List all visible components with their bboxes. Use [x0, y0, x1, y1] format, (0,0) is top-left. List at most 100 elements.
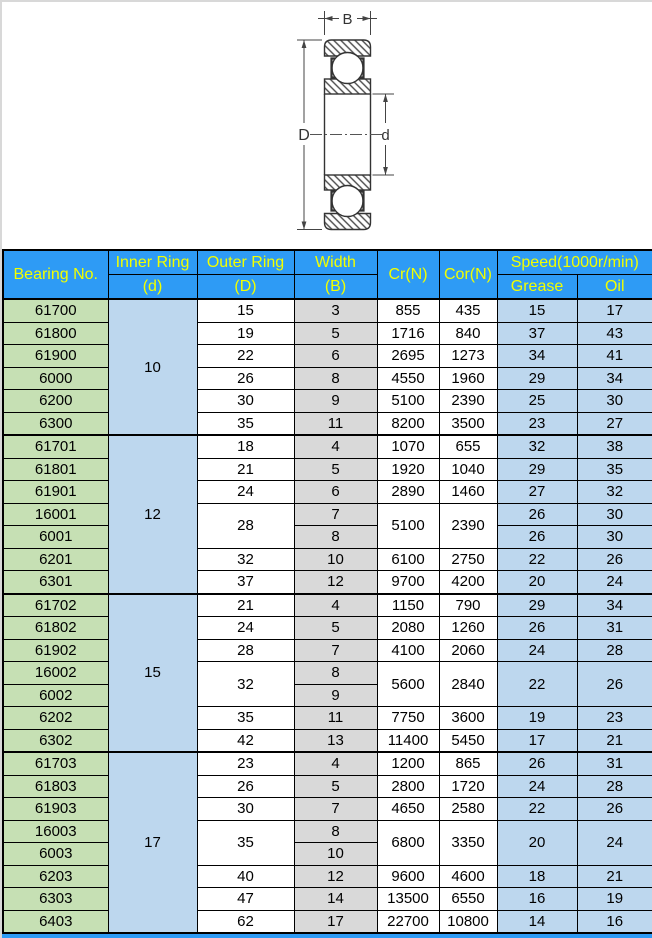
grease-cell: 34 [496, 344, 578, 368]
cr-cell: 1716 [376, 321, 440, 345]
oil-cell: 19 [576, 887, 652, 911]
cor-cell: 4200 [438, 570, 498, 594]
cor-cell: 3350 [438, 819, 498, 866]
oil-cell: 43 [576, 321, 652, 345]
cor-cell: 2390 [438, 389, 498, 413]
bearing-no-cell: 16003 [2, 819, 109, 843]
grease-cell: 37 [496, 321, 578, 345]
table-row: 6302 42 13 11400 5450 17 21 [2, 728, 652, 753]
bearing-no-cell: 6201 [2, 547, 109, 571]
bearing-no-cell: 6200 [2, 389, 109, 413]
D-cell: 62 [196, 909, 295, 934]
B-cell: 9 [293, 683, 378, 707]
D-cell: 15 [196, 298, 295, 323]
header-width: Width [293, 249, 378, 275]
B-cell: 7 [293, 638, 378, 662]
grease-cell: 27 [496, 480, 578, 504]
cr-cell: 2695 [376, 344, 440, 368]
spec-table-body: 61700 10 15 3 855 435 15 17 61800 19 5 1716 840 37 43 6… [2, 298, 652, 934]
bearing-no-cell: 61802 [2, 616, 109, 640]
cr-cell: 855 [376, 298, 440, 323]
oil-cell: 17 [576, 298, 652, 323]
B-cell: 9 [293, 389, 378, 413]
cr-cell: 1070 [376, 434, 440, 459]
oil-cell: 21 [576, 864, 652, 888]
table-row: 6203 40 12 9600 4600 18 21 [2, 864, 652, 888]
bearing-no-cell: 61801 [2, 457, 109, 481]
header-outer-ring: Outer Ring [196, 249, 295, 275]
B-cell: 12 [293, 570, 378, 594]
grease-cell: 20 [496, 570, 578, 594]
cor-cell: 1460 [438, 480, 498, 504]
cr-cell: 6800 [376, 819, 440, 866]
oil-cell: 34 [576, 592, 652, 617]
bearing-no-cell: 61702 [2, 592, 109, 617]
B-cell: 8 [293, 819, 378, 843]
grease-cell: 18 [496, 864, 578, 888]
B-cell: 10 [293, 842, 378, 866]
bearing-no-cell: 61901 [2, 480, 109, 504]
grease-cell: 16 [496, 887, 578, 911]
grease-cell: 24 [496, 774, 578, 798]
bearing-no-cell: 61803 [2, 774, 109, 798]
D-cell: 28 [196, 502, 295, 549]
cr-cell: 4100 [376, 638, 440, 662]
D-cell: 19 [196, 321, 295, 345]
header-cr: Cr(N) [376, 249, 440, 300]
D-cell: 42 [196, 728, 295, 753]
table-row: 16003 35 8 6800 3350 20 24 [2, 819, 652, 866]
grease-cell: 29 [496, 457, 578, 481]
width-dimension-label: B [342, 11, 352, 28]
outer-diameter-dimension-label: D [298, 127, 310, 144]
cr-cell: 2890 [376, 480, 440, 504]
oil-cell: 30 [576, 525, 652, 549]
next-section-header-strip [2, 934, 652, 938]
oil-cell: 31 [576, 616, 652, 640]
B-cell: 11 [293, 706, 378, 730]
B-cell: 5 [293, 321, 378, 345]
B-cell: 3 [293, 298, 378, 323]
cor-cell: 1273 [438, 344, 498, 368]
bore-diameter-dimension-label: d [381, 127, 389, 144]
cr-cell: 6100 [376, 547, 440, 571]
oil-cell: 30 [576, 389, 652, 413]
bearing-no-cell: 6301 [2, 570, 109, 594]
oil-cell: 30 [576, 502, 652, 526]
header-speed: Speed(1000r/min) [496, 249, 652, 275]
grease-cell: 17 [496, 728, 578, 753]
B-cell: 11 [293, 411, 378, 436]
B-cell: 14 [293, 887, 378, 911]
B-cell: 13 [293, 728, 378, 753]
inner-ring-d-cell: 12 [107, 434, 198, 594]
table-row: 61902 28 7 4100 2060 24 28 [2, 638, 652, 662]
cr-cell: 4550 [376, 366, 440, 390]
cr-cell: 7750 [376, 706, 440, 730]
grease-cell: 23 [496, 411, 578, 436]
B-cell: 7 [293, 797, 378, 821]
cr-cell: 5100 [376, 389, 440, 413]
cor-cell: 10800 [438, 909, 498, 934]
header-cor: Cor(N) [438, 249, 498, 300]
cr-cell: 2080 [376, 616, 440, 640]
B-cell: 12 [293, 864, 378, 888]
table-row: 61900 22 6 2695 1273 34 41 [2, 344, 652, 368]
header-grease: Grease [496, 274, 578, 300]
bearing-no-cell: 6302 [2, 728, 109, 753]
grease-cell: 24 [496, 638, 578, 662]
cr-cell: 1150 [376, 592, 440, 617]
D-cell: 26 [196, 366, 295, 390]
D-cell: 18 [196, 434, 295, 459]
inner-ring-d-cell: 17 [107, 751, 198, 934]
cor-cell: 2060 [438, 638, 498, 662]
cor-cell: 3600 [438, 706, 498, 730]
cor-cell: 2840 [438, 661, 498, 707]
grease-cell: 20 [496, 819, 578, 866]
table-row: 61803 26 5 2800 1720 24 28 [2, 774, 652, 798]
oil-cell: 16 [576, 909, 652, 934]
cor-cell: 655 [438, 434, 498, 459]
bearing-diagram-area: B D d [2, 2, 652, 249]
B-cell: 6 [293, 344, 378, 368]
table-row: 61801 21 5 1920 1040 29 35 [2, 457, 652, 481]
cor-cell: 6550 [438, 887, 498, 911]
